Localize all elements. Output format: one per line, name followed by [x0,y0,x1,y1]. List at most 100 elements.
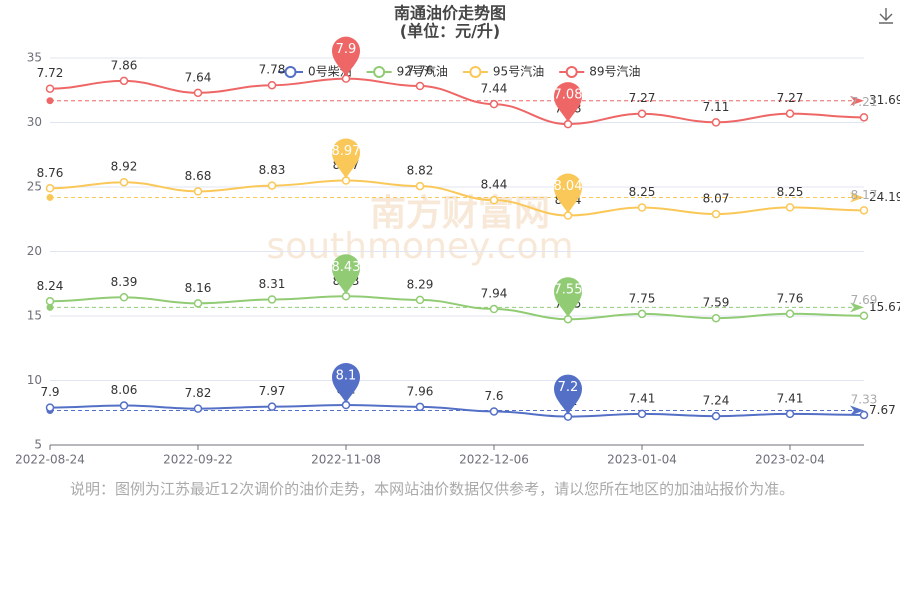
x-tick-label: 2022-08-24 [15,453,85,467]
value-label: 7.97 [259,384,286,398]
value-label: 8.76 [37,166,64,180]
value-label: 8.82 [407,164,434,178]
note: 说明：图例为江苏最近12次调价的油价走势，本网站油价数据仅供参考，请以您所在地区… [70,480,795,498]
value-label: 7.64 [185,70,212,84]
value-label: 7.75 [629,291,656,305]
x-tick-label: 2023-01-04 [607,453,677,467]
mark-pin-label: 7.55 [554,283,583,298]
value-label: 8.44 [481,178,508,192]
point [267,295,277,304]
value-label: 8.92 [111,160,138,174]
point [193,404,203,413]
mark-pin [554,82,582,123]
average-arrow [850,302,864,313]
value-label: 8.07 [703,192,730,206]
y-tick-label: 25 [27,180,42,194]
series-line [49,179,865,217]
point [711,411,721,421]
value-label: 7.78 [259,63,286,77]
value-label: 7.76 [777,291,804,305]
value-label: 8.83 [259,163,286,177]
point [785,109,795,118]
value-label: 8.39 [111,275,138,289]
chart-subtitle: (单位：元/升) [400,22,500,41]
series-line [49,77,865,126]
point [859,410,869,420]
average-label: 7.67 [869,403,896,417]
legend-marker [469,66,482,78]
mark-pin-label: 7.08 [554,88,583,103]
point [119,293,129,302]
download-icon[interactable] [879,8,893,24]
point [711,209,721,219]
point [119,401,129,410]
value-label: 8.29 [407,277,434,291]
mark-pin-label: 8.43 [332,260,361,275]
average-arrow [850,95,864,106]
point [193,299,203,308]
average-label: 15.67 [869,300,900,314]
point [489,407,499,416]
point [785,203,795,212]
point [45,403,55,412]
value-label: 8.31 [259,277,286,291]
value-label: 7.94 [481,287,508,301]
y-tick-label: 35 [27,51,42,65]
value-label: 8.16 [185,281,212,295]
y-tick-label: 20 [27,244,42,258]
mark-pin-label: 7.2 [558,380,579,395]
value-label: 7.11 [703,100,730,114]
legend-label: 92号汽油 [397,64,448,79]
point [859,311,869,320]
point [267,181,277,190]
value-label: 7.33 [851,392,878,406]
value-label: 8.17 [851,188,878,202]
series-line [49,404,865,418]
value-label: 7.44 [481,82,508,96]
average-start [46,303,54,311]
watermark: southmoney.com [266,226,573,267]
legend-label: 89号汽油 [589,64,640,79]
average-label: 24.19 [869,190,900,204]
point [415,81,425,91]
point [785,309,795,319]
average-start [46,97,54,105]
point [637,109,647,118]
mark-pin [554,173,582,214]
average-start [46,193,54,201]
legend-marker [565,66,578,78]
value-label: 7.41 [629,391,656,405]
point [193,88,203,98]
point [859,113,869,122]
point [415,402,425,412]
value-label: 7.41 [777,391,804,405]
legend-marker [373,66,386,78]
point [637,409,647,419]
value-label: 7.86 [111,58,138,72]
mark-pin [332,363,360,404]
value-label: 8.68 [185,169,212,183]
point [637,309,647,319]
point [711,118,721,127]
series-line [49,295,865,321]
y-tick-label: 10 [27,373,42,387]
y-tick-label: 5 [34,438,42,452]
point [415,295,425,305]
point [711,313,721,323]
x-tick-label: 2022-09-22 [163,453,233,467]
value-label: 7.69 [851,293,878,307]
value-label: 8.24 [37,279,64,293]
x-tick-label: 2023-02-04 [755,453,825,467]
value-label: 7.24 [703,394,730,408]
mark-pin [554,374,582,415]
point [45,184,55,193]
mark-pin-label: 8.1 [336,369,357,384]
point [45,84,55,93]
mark-pin-label: 8.04 [554,179,583,194]
point [415,181,425,191]
point [45,297,55,306]
point [267,80,277,90]
value-label: 8.25 [629,185,656,199]
